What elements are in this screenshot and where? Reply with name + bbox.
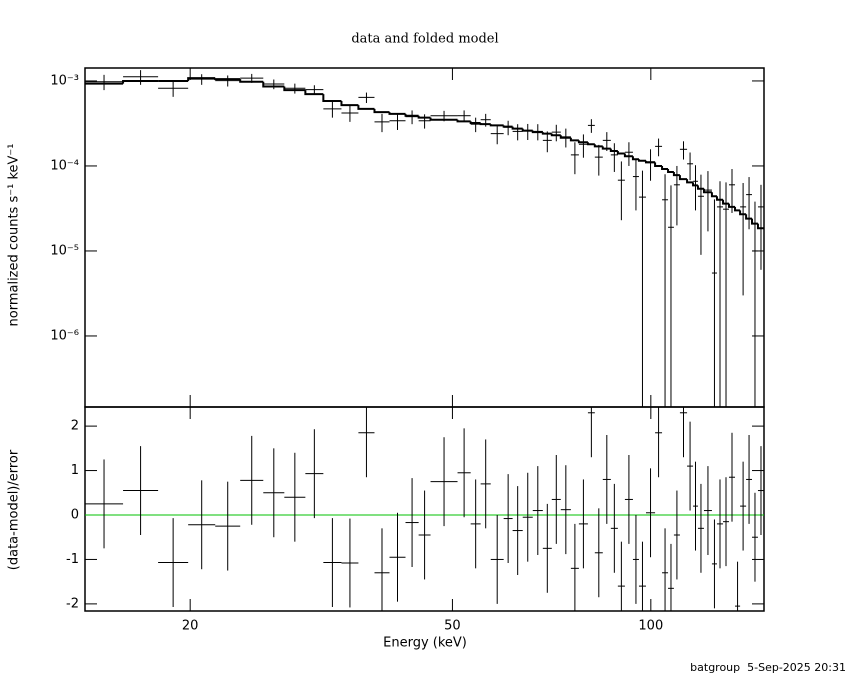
- model-step: [722, 199, 729, 205]
- model-step: [357, 105, 375, 110]
- model-step: [692, 182, 698, 187]
- y-tick-label: 10⁻⁶: [50, 328, 79, 343]
- model-step: [593, 144, 603, 148]
- model-step: [710, 192, 717, 198]
- model-step: [727, 203, 736, 208]
- model-step: [756, 223, 764, 230]
- model-step: [340, 101, 359, 107]
- model-step: [559, 135, 571, 139]
- y-tick-label: 2: [71, 419, 79, 434]
- model-step: [479, 123, 491, 126]
- y-axis-label: normalized counts s⁻¹ keV⁻¹: [7, 144, 22, 327]
- model-step: [667, 169, 674, 173]
- model-step: [672, 171, 680, 177]
- model-step: [715, 196, 724, 201]
- y-tick-label: 10⁻³: [50, 73, 79, 88]
- model-step: [686, 179, 694, 184]
- model-step: [745, 214, 752, 220]
- model-step: [429, 117, 458, 121]
- y-tick-label: 10⁻⁵: [50, 243, 79, 258]
- model-step: [550, 133, 561, 137]
- y-tick-label: 0: [71, 508, 79, 523]
- model-step: [262, 81, 285, 88]
- y-tick-label: 1: [71, 463, 79, 478]
- x-tick-label: 50: [444, 619, 461, 634]
- model-step: [696, 185, 704, 190]
- y-axis-label: (data-model)/error: [7, 449, 22, 570]
- y-tick-label: -2: [66, 596, 79, 611]
- model-step: [739, 210, 747, 216]
- x-axis-label: Energy (keV): [383, 636, 467, 651]
- model-step: [456, 119, 471, 123]
- model-step: [661, 165, 669, 171]
- model-step: [541, 132, 552, 135]
- model-step: [404, 113, 419, 117]
- plot-frame: [84, 406, 765, 612]
- model-step: [469, 121, 481, 125]
- model-step: [734, 206, 741, 212]
- model-step: [637, 159, 646, 162]
- model-step: [304, 90, 324, 96]
- y-tick-label: -1: [66, 552, 79, 567]
- y-tick-label: 10⁻⁴: [50, 158, 79, 173]
- model-step: [616, 150, 625, 155]
- model-step: [569, 137, 579, 142]
- model-step: [373, 108, 390, 114]
- model-step: [654, 162, 663, 167]
- model-step: [502, 125, 513, 128]
- footer: batgroup 5-Sep-2025 20:31: [690, 661, 846, 674]
- model-step: [239, 79, 264, 83]
- model-step: [750, 218, 758, 225]
- plot-area: [85, 70, 764, 407]
- plot-area: [85, 407, 764, 611]
- x-tick-label: 20: [182, 619, 199, 634]
- model-step: [187, 77, 216, 81]
- model-step: [601, 146, 611, 150]
- model-step: [511, 126, 523, 130]
- model-step: [489, 124, 504, 127]
- model-step: [388, 112, 406, 115]
- model-step: [122, 79, 159, 84]
- model-step: [631, 156, 639, 161]
- model-step: [577, 140, 588, 144]
- x-tick-label: 100: [638, 619, 663, 634]
- model-step: [586, 142, 595, 146]
- model-step: [417, 115, 431, 119]
- model-step: [678, 175, 688, 181]
- model-step: [283, 86, 306, 92]
- model-step: [623, 153, 633, 158]
- model-step: [609, 148, 618, 152]
- chart-title: data and folded model: [351, 32, 498, 47]
- model-step: [322, 94, 342, 103]
